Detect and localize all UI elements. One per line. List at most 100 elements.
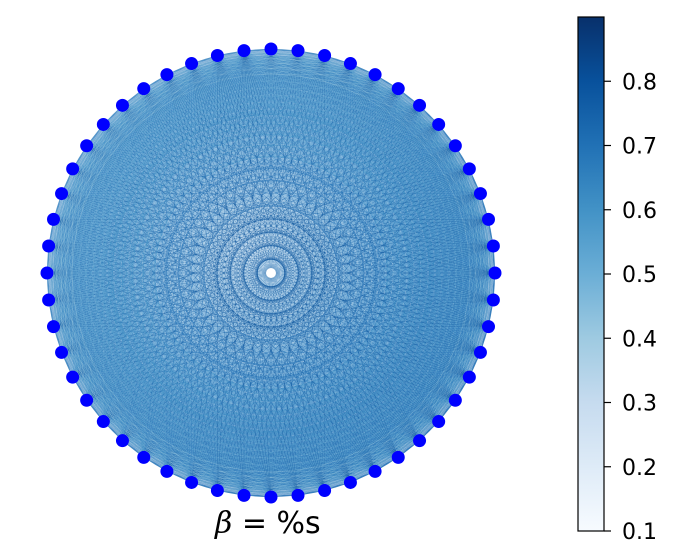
edge	[86, 145, 399, 458]
ripple-ring	[85, 87, 457, 459]
edge	[166, 74, 481, 353]
graph-node	[473, 187, 487, 201]
edge	[143, 88, 245, 496]
graph-node	[42, 293, 56, 307]
edge	[48, 299, 218, 491]
edge	[243, 74, 376, 496]
edge	[86, 145, 299, 496]
graph-node	[66, 162, 80, 176]
edge	[243, 50, 456, 401]
edge	[48, 299, 439, 422]
edge	[217, 55, 470, 378]
edge	[53, 88, 144, 220]
edge	[53, 219, 399, 458]
edge	[61, 352, 272, 497]
edge	[53, 219, 351, 483]
edge	[103, 124, 325, 491]
edge	[86, 145, 144, 458]
edge	[166, 74, 489, 327]
edge	[48, 245, 399, 458]
graph-node	[448, 139, 462, 153]
edge	[166, 74, 192, 483]
ripple-ring	[211, 213, 331, 333]
graph-node	[486, 293, 500, 307]
edge	[297, 50, 325, 491]
edge	[53, 88, 144, 327]
edge	[48, 245, 420, 441]
edge	[47, 272, 325, 491]
edge	[61, 272, 495, 353]
edge	[143, 88, 299, 496]
edge	[243, 50, 439, 125]
graph-node	[40, 266, 54, 280]
edge	[122, 440, 376, 472]
edge	[243, 245, 494, 496]
edge	[243, 50, 494, 301]
graph-node	[432, 117, 446, 131]
edge	[61, 63, 192, 194]
graph-node	[391, 450, 405, 464]
edge	[166, 50, 245, 472]
edge	[72, 376, 192, 483]
ripple-ring	[246, 248, 296, 298]
edge	[47, 88, 144, 274]
ripple-ring	[225, 227, 317, 319]
edge	[143, 245, 494, 458]
edge	[53, 74, 168, 220]
edge	[48, 145, 87, 301]
edge	[86, 400, 399, 458]
edge	[61, 352, 351, 483]
edge	[122, 105, 470, 378]
edge	[48, 299, 456, 401]
edge	[122, 440, 272, 497]
edge	[217, 55, 399, 89]
edge	[398, 105, 420, 458]
edge	[72, 168, 299, 496]
edge	[143, 88, 192, 483]
colorbar-tick-label: 0.4	[622, 327, 657, 352]
graph-node	[291, 488, 305, 502]
edge	[61, 193, 494, 247]
graph-node	[96, 117, 110, 131]
edge	[122, 74, 168, 441]
edge	[324, 55, 399, 458]
edge	[72, 168, 481, 194]
edge	[143, 88, 456, 401]
edge	[72, 168, 494, 301]
edge	[191, 299, 494, 483]
edge	[243, 50, 495, 274]
edge	[86, 219, 489, 401]
edge	[191, 105, 420, 483]
graph-node	[343, 57, 357, 71]
edge	[72, 168, 351, 483]
graph-node	[448, 393, 462, 407]
edge	[122, 105, 299, 496]
edge	[48, 299, 123, 441]
edge	[243, 50, 481, 194]
graph-node	[486, 239, 500, 253]
edge	[122, 55, 218, 441]
edge	[61, 63, 351, 353]
edge	[103, 124, 351, 483]
edge	[48, 299, 351, 483]
edge	[53, 326, 376, 472]
edge	[86, 145, 351, 483]
edge	[166, 74, 299, 496]
edge	[48, 245, 456, 401]
edge	[103, 124, 489, 327]
edge	[143, 88, 272, 497]
edge	[217, 272, 495, 491]
edge	[72, 168, 420, 441]
edge	[48, 299, 481, 353]
edge	[72, 168, 325, 491]
edge	[103, 193, 481, 422]
ripple-ring	[232, 234, 310, 312]
edge	[143, 457, 299, 496]
edge	[143, 88, 218, 491]
edge	[47, 55, 325, 274]
edge	[191, 63, 420, 441]
ripple-ring	[155, 157, 387, 389]
ripple-ring	[148, 150, 394, 396]
edge	[191, 63, 439, 422]
edge	[191, 55, 218, 483]
